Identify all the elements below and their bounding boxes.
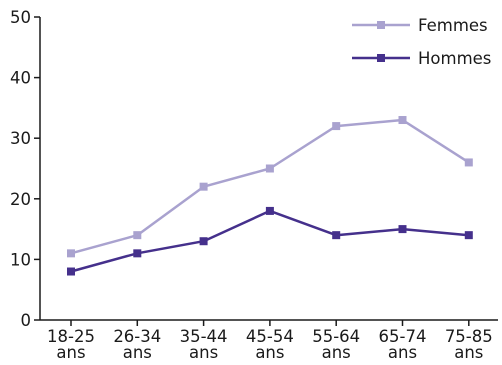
data-point-femmes [464, 158, 473, 167]
legend-label-femmes: Femmes [418, 16, 488, 35]
x-tick-label: 45-54 ans [246, 327, 294, 361]
series-line-hommes [70, 209, 469, 273]
data-point-hommes [398, 225, 407, 234]
data-point-femmes [67, 249, 75, 258]
legend-marker-hommes [377, 54, 385, 62]
data-point-femmes [398, 116, 407, 125]
x-tick-label: 65-74 ans [379, 327, 427, 361]
y-tick-label: 30 [10, 129, 31, 148]
data-point-hommes [133, 249, 142, 258]
data-point-hommes [265, 206, 274, 215]
x-tick-label: 18-25 ans [47, 327, 95, 361]
data-point-hommes [464, 231, 473, 240]
y-axis-ticks: 0 10 20 30 40 50 [10, 8, 40, 330]
data-point-femmes [199, 182, 208, 191]
x-axis-ticks: 18-25 ans 26-34 ans 35-44 ans 45-54 ans 55-64 ans… [47, 320, 493, 362]
legend: Femmes Hommes [352, 16, 491, 68]
x-tick-label: 26-34 ans [113, 327, 161, 361]
data-point-hommes [199, 237, 208, 246]
data-point-hommes [67, 267, 75, 276]
data-point-femmes [265, 164, 274, 173]
y-tick-label: 0 [21, 311, 32, 330]
y-tick-label: 40 [10, 69, 31, 88]
x-tick-label: 75-85 ans [445, 327, 493, 361]
legend-marker-femmes [377, 21, 385, 29]
y-tick-label: 50 [10, 8, 31, 27]
series-line-femmes [70, 118, 470, 255]
legend-label-hommes: Hommes [418, 49, 491, 68]
y-tick-label: 10 [10, 250, 31, 269]
data-point-hommes [332, 231, 341, 240]
data-point-femmes [133, 231, 142, 240]
series [67, 116, 473, 276]
axes [39, 17, 498, 321]
data-point-femmes [332, 122, 341, 131]
x-tick-label: 35-44 ans [180, 327, 228, 361]
x-tick-label: 55-64 ans [312, 327, 360, 361]
y-tick-label: 20 [10, 190, 31, 209]
